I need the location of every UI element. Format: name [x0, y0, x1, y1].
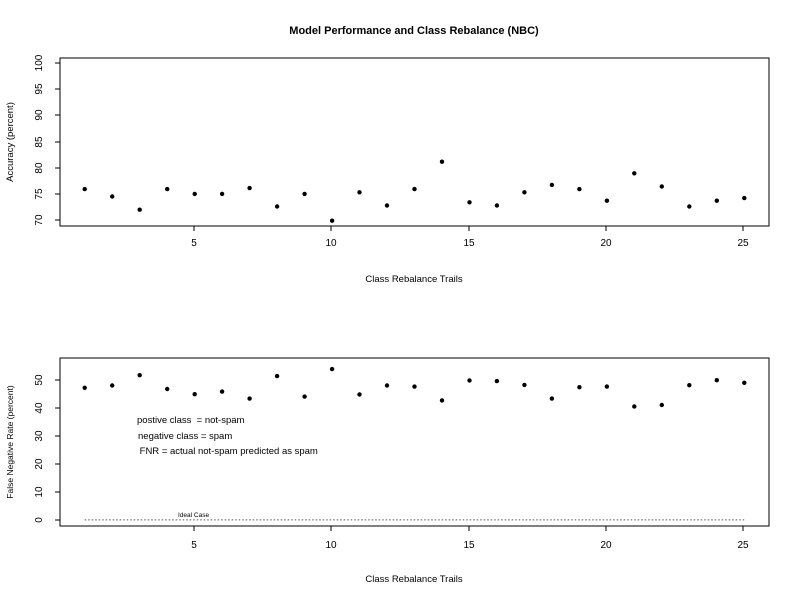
fnr-point: [82, 385, 87, 390]
x-tick-label: 10: [325, 540, 337, 551]
accuracy-plot-frame: [59, 57, 770, 227]
annotation-negative-class: negative class = spam: [138, 431, 232, 442]
x-tick-label: 10: [325, 238, 337, 249]
y-tick-label: 80: [34, 162, 45, 174]
accuracy-point: [687, 204, 692, 209]
fnr-point: [274, 373, 280, 379]
accuracy-point: [494, 203, 500, 208]
y-axis-label: Accuracy (percent): [5, 102, 16, 182]
y-tick-label: 20: [34, 458, 45, 470]
x-tick-label: 20: [600, 540, 612, 551]
accuracy-point: [412, 186, 417, 192]
y-tick-label: 75: [34, 188, 45, 200]
x-tick-label: 5: [191, 238, 197, 249]
accuracy-point: [632, 171, 637, 176]
annotation-fnr-definition: FNR = actual not-spam predicted as spam: [137, 446, 318, 457]
fnr-point: [412, 384, 417, 389]
fnr-points: [82, 366, 747, 409]
y-tick-label: 10: [34, 486, 45, 498]
fnr-point: [302, 394, 307, 399]
fnr-point: [219, 389, 225, 394]
fnr-point: [165, 386, 170, 392]
x-tick-label: 20: [600, 238, 612, 249]
accuracy-point: [247, 185, 252, 191]
accuracy-point: [329, 218, 335, 223]
y-tick-label: 70: [34, 214, 45, 226]
accuracy-point: [165, 186, 170, 192]
accuracy-point: [82, 186, 87, 192]
fnr-point: [137, 373, 142, 378]
fnr-point: [714, 378, 719, 383]
accuracy-point: [439, 159, 445, 164]
accuracy-point: [742, 195, 747, 201]
x-tick-label: 15: [463, 238, 475, 249]
fnr-point: [329, 366, 335, 372]
accuracy-point: [357, 190, 362, 195]
fnr-point: [192, 392, 197, 397]
fnr-point: [384, 383, 390, 388]
x-tick-label: 25: [737, 540, 749, 551]
accuracy-point: [659, 184, 664, 189]
x-tick-label: 25: [737, 238, 749, 249]
fnr-point: [687, 383, 692, 388]
fnr-point: [357, 392, 362, 397]
accuracy-point: [274, 204, 280, 209]
accuracy-point: [577, 186, 582, 192]
chart-title: Model Performance and Class Rebalance (N…: [289, 25, 539, 37]
fnr-x-axis: 5 10 15 20 25 Class Rebalance Trails: [191, 525, 749, 585]
accuracy-point: [549, 182, 555, 188]
fnr-point: [632, 404, 637, 409]
fnr-point: [439, 398, 445, 403]
y-tick-label: 90: [34, 109, 45, 121]
y-tick-label: 100: [34, 54, 45, 71]
fnr-point: [577, 385, 582, 390]
fnr-point: [659, 402, 664, 408]
accuracy-panel: Model Performance and Class Rebalance (N…: [5, 25, 770, 285]
y-tick-label: 50: [34, 374, 45, 386]
accuracy-point: [110, 194, 115, 199]
annotation-positive-class: postive class = not-spam: [137, 415, 245, 426]
ideal-case-label: Ideal Case: [178, 512, 209, 519]
fnr-point: [110, 383, 115, 388]
fnr-point: [494, 378, 500, 384]
y-tick-label: 0: [34, 517, 45, 523]
accuracy-point: [714, 198, 719, 203]
fnr-point: [604, 384, 610, 389]
accuracy-point: [137, 207, 142, 212]
y-tick-label: 30: [34, 430, 45, 442]
x-tick-label: 15: [463, 540, 475, 551]
x-axis-label: Class Rebalance Trails: [365, 274, 462, 285]
fnr-point: [742, 380, 747, 385]
fnr-point: [247, 396, 252, 401]
accuracy-point: [467, 200, 472, 205]
y-axis-label: False Negative Rate (percent): [5, 385, 15, 499]
x-axis-label: Class Rebalance Trails: [365, 574, 462, 585]
fnr-plot-frame: [59, 357, 770, 527]
accuracy-x-axis: 5 10 15 20 25 Class Rebalance Trails: [191, 225, 749, 285]
accuracy-y-axis: 70 75 80 85 90 95 100 Accuracy (percent): [5, 54, 61, 226]
fnr-y-axis: 0 10 20 30 40 50 False Negative Rate (pe…: [5, 374, 61, 523]
y-tick-label: 95: [34, 83, 45, 95]
y-tick-label: 40: [34, 402, 45, 414]
accuracy-points: [82, 159, 747, 223]
accuracy-point: [302, 191, 307, 197]
fnr-point: [467, 378, 472, 383]
y-tick-label: 85: [34, 136, 45, 148]
fnr-panel: 5 10 15 20 25 Class Rebalance Trails 0 1…: [5, 357, 770, 585]
accuracy-point: [604, 198, 610, 203]
accuracy-point: [384, 203, 390, 208]
accuracy-point: [219, 191, 225, 197]
accuracy-point: [522, 190, 527, 195]
x-tick-label: 5: [191, 540, 197, 551]
fnr-point: [522, 382, 527, 388]
fnr-point: [549, 396, 555, 401]
accuracy-point: [192, 191, 197, 197]
